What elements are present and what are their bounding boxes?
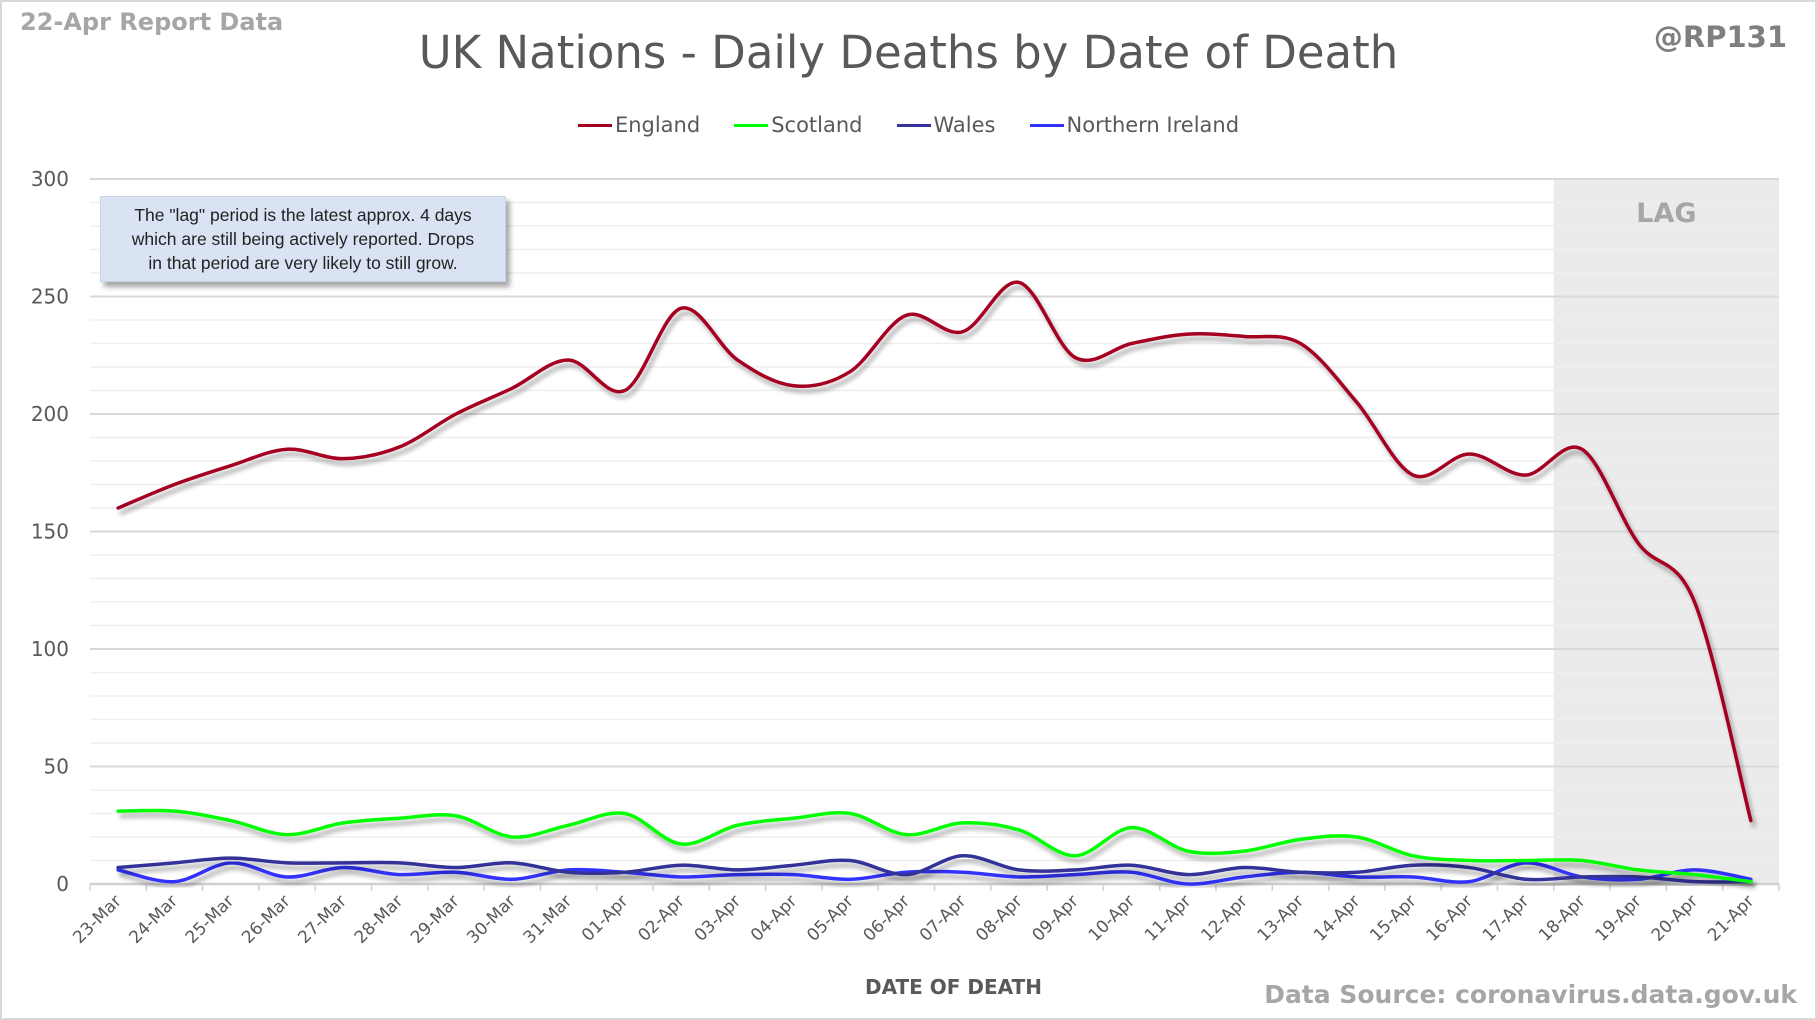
legend-item-wales: Wales: [896, 113, 996, 137]
x-tick-label: 27-Mar: [294, 891, 350, 947]
series-line-wales: [116, 854, 1753, 884]
x-axis: [89, 882, 1780, 891]
x-tick-label: 05-Apr: [803, 891, 857, 945]
x-tick-label: 09-Apr: [1028, 891, 1082, 945]
x-tick-label: 20-Apr: [1648, 891, 1702, 945]
report-date-label: 22-Apr Report Data: [20, 8, 284, 36]
y-tick-label: 150: [31, 520, 69, 544]
legend-swatch-scotland: [734, 123, 769, 127]
y-tick-label: 50: [44, 755, 69, 779]
x-tick-label: 10-Apr: [1085, 891, 1139, 945]
x-tick-label: 17-Apr: [1479, 891, 1533, 945]
y-tick-label: 100: [31, 637, 69, 661]
legend-swatch-england: [577, 123, 612, 127]
x-axis-title: DATE OF DEATH: [865, 975, 1042, 999]
x-tick-label: 03-Apr: [691, 891, 745, 945]
series-line-northern-ireland: [116, 861, 1753, 886]
x-tick-label: 19-Apr: [1591, 891, 1645, 945]
x-tick-label: 12-Apr: [1197, 891, 1251, 945]
author-handle: @RP131: [1653, 20, 1787, 54]
series-line-scotland: [116, 808, 1753, 884]
series-line-england: [116, 280, 1753, 823]
x-tick-labels: 23-Mar 24-Mar 25-Mar 26-Mar 27-Mar 28-Mar 29-M…: [69, 891, 1758, 947]
legend-item-england: England: [577, 113, 701, 137]
legend: England Scotland Wales Northern Ireland: [0, 113, 1817, 137]
x-tick-label: 15-Apr: [1366, 891, 1420, 945]
legend-label: England: [614, 113, 701, 137]
gridlines: [90, 178, 1779, 862]
x-tick-label: 21-Apr: [1704, 891, 1758, 945]
y-tick-label: 200: [31, 402, 69, 426]
x-tick-label: 08-Apr: [972, 891, 1026, 945]
legend-item-northern-ireland: Northern Ireland: [1029, 113, 1240, 137]
series-lines: [116, 280, 1753, 886]
x-tick-label: 16-Apr: [1423, 891, 1477, 945]
x-tick-label: 31-Mar: [520, 891, 576, 947]
legend-label: Northern Ireland: [1066, 113, 1240, 137]
lag-label: LAG: [1636, 198, 1696, 229]
annotation-line: in that period are very likely to still …: [148, 253, 458, 273]
x-tick-label: 06-Apr: [860, 891, 914, 945]
legend-swatch-wales: [896, 123, 931, 127]
x-tick-label: 26-Mar: [238, 891, 294, 947]
x-tick-label: 23-Mar: [69, 891, 125, 947]
y-tick-label: 0: [56, 872, 69, 896]
x-tick-label: 25-Mar: [182, 891, 238, 947]
chart-title: UK Nations - Daily Deaths by Date of Dea…: [418, 26, 1399, 79]
legend-swatch-northern-ireland: [1029, 123, 1064, 127]
y-axis: 0 50 100 150 200 250 300: [31, 167, 69, 896]
x-tick-label: 02-Apr: [634, 891, 688, 945]
lag-annotation-box: The "lag" period is the latest approx. 4…: [100, 196, 506, 282]
x-tick-label: 13-Apr: [1254, 891, 1308, 945]
x-tick-label: 28-Mar: [351, 891, 407, 947]
x-tick-label: 18-Apr: [1535, 891, 1589, 945]
legend-item-scotland: Scotland: [734, 113, 863, 137]
x-tick-label: 29-Mar: [407, 891, 463, 947]
x-tick-label: 01-Apr: [578, 891, 632, 945]
x-tick-label: 11-Apr: [1141, 891, 1195, 945]
legend-label: Wales: [933, 113, 996, 137]
annotation-line: The "lag" period is the latest approx. 4…: [134, 205, 472, 225]
x-tick-label: 07-Apr: [916, 891, 970, 945]
x-tick-label: 30-Mar: [463, 891, 519, 947]
y-tick-label: 300: [31, 167, 69, 191]
data-source: Data Source: coronavirus.data.gov.uk: [1264, 980, 1797, 1009]
x-tick-label: 14-Apr: [1310, 891, 1364, 945]
annotation-line: which are still being actively reported.…: [131, 229, 475, 249]
y-tick-label: 250: [31, 285, 69, 309]
x-tick-label: 04-Apr: [747, 891, 801, 945]
legend-label: Scotland: [771, 113, 863, 137]
x-tick-label: 24-Mar: [126, 891, 182, 947]
